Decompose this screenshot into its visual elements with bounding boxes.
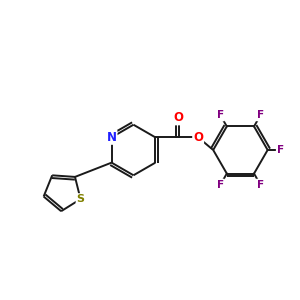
Text: S: S: [76, 194, 85, 204]
Text: F: F: [277, 145, 284, 155]
Text: N: N: [106, 131, 117, 144]
Text: F: F: [217, 110, 224, 121]
Text: F: F: [217, 179, 224, 190]
Text: F: F: [257, 179, 264, 190]
Text: O: O: [174, 111, 184, 124]
Text: F: F: [257, 110, 264, 121]
Text: O: O: [193, 131, 203, 144]
